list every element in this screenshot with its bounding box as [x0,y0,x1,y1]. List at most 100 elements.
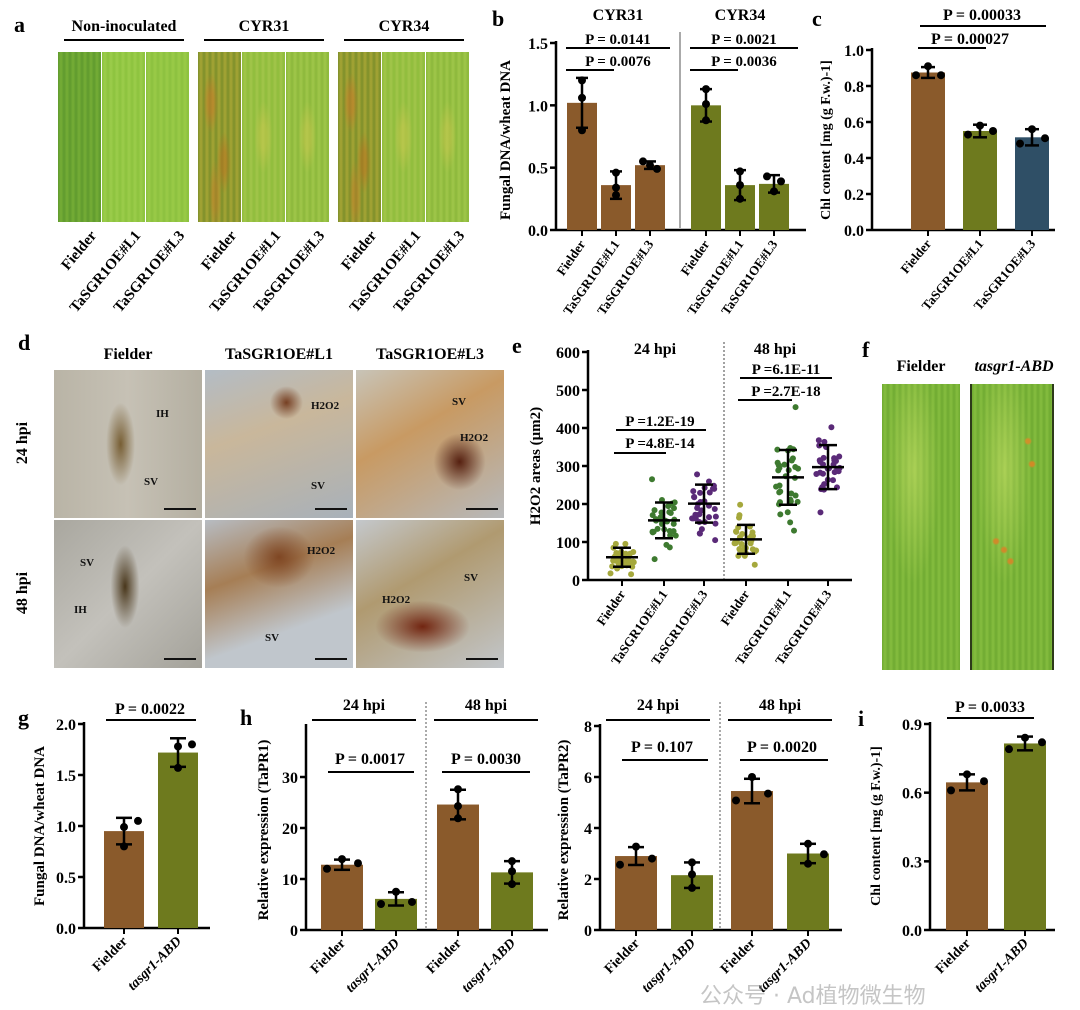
leaf-photo [198,52,241,222]
micrograph-annotation: SV [265,632,280,644]
data-point [578,93,586,102]
scatter-point [610,557,617,564]
scatter-point [706,514,713,521]
y-axis: 0 2 4 6 8 [584,719,602,940]
scatter-point [671,499,678,506]
data-point [777,177,785,186]
data-point [338,855,346,864]
y-tick-label: 0.2 [844,187,864,204]
y-tick-label: 0.8 [844,79,864,96]
data-point [804,859,812,868]
scatter-point [613,550,620,557]
x-tick-label: Fielder [933,936,974,977]
panel-label-e: e [512,333,522,358]
panel-a-group-title: CYR34 [378,18,430,35]
panel-label-a: a [14,12,25,37]
micrograph-annotation: SV [452,396,467,408]
bar [1004,743,1046,930]
leaf-photo [242,52,285,222]
y-tick-label: 0.0 [56,921,76,938]
scatter-point [694,471,701,478]
p-value-label: P = 0.0141 [585,32,651,48]
data-point [736,194,744,203]
y-tick-label: 0.3 [902,854,922,871]
watermark-text: 公众号 · Ad植物微生物 [700,984,926,1009]
panel-a-sample-label: TaSGR1OE#L1 [346,228,425,316]
y-axis: 0 100 200 300 400 500 600 [556,345,590,590]
y-axis-label: Chl content [mg (g F.w.)-1] [819,60,834,220]
y-axis: 0.0 0.5 1.0 1.5 2.0 [56,717,86,938]
data-point [976,121,984,130]
y-axis-label: Relative expression (TaPR2) [556,740,572,921]
y-tick-label: 0.5 [528,161,548,178]
y-tick-label: 1.0 [56,819,76,836]
data-point [964,130,972,139]
scatter-point [753,547,760,554]
data-point [646,161,654,170]
data-point [653,164,661,173]
scatter-point [651,507,658,514]
data-point [408,897,416,906]
scatter-point [607,570,614,577]
scatter-point [792,492,799,499]
scatter-point [649,529,656,536]
data-point [980,777,988,786]
chart-h-tapr2-expression: Relative expression (TaPR2) 0 2 4 6 8 24 hpi P … [556,697,842,996]
bar [1015,137,1049,230]
scatter-point [670,520,677,527]
scatter-point [698,526,705,533]
scatter-point [774,459,781,466]
chart-c-chlorophyll: Chl content [mg (g F.w.)-1]0.00.20.40.60… [819,7,1055,313]
scatter-point [794,498,801,505]
p-value-label: P =6.1E-11 [752,362,821,378]
p-value-label: P =1.2E-19 [625,414,694,430]
scatter-point [751,561,758,568]
y-axis-label: Chl content [mg (g F.w.)-1] [869,746,884,906]
scatter-point [690,515,697,522]
micrograph-annotation: H2O2 [307,545,336,557]
scatter-point [626,550,633,557]
scatter-point [654,525,661,532]
data-point [1041,134,1049,143]
scatter-point [706,489,713,496]
data-point [120,842,128,851]
y-tick-label: 0.4 [844,151,864,168]
y-tick-label: 500 [556,383,580,400]
data-point [688,858,696,867]
y-axis: 0.0 0.2 0.4 0.6 0.8 1.0 [844,43,874,240]
panel-label-g: g [18,705,29,730]
x-tick-label: Fielder [424,936,465,977]
leaf-photo [882,384,960,670]
data-point [508,880,516,889]
scatter-point [712,520,719,527]
data-point [688,883,696,892]
micrograph-annotation: H2O2 [382,594,411,606]
scatter-point [649,476,656,483]
scale-bar [315,658,347,660]
bar [963,131,997,230]
data-point [1028,125,1036,134]
scale-bar [164,658,196,660]
chart-g-fungal-biomass: Fungal DNA/wheat DNA 0.0 0.5 1.0 1.5 2.0 P = 0… [32,701,210,994]
scatter-point [649,512,656,519]
scatter-point [622,540,629,547]
data-point [174,763,182,772]
group-title: CYR31 [593,7,644,24]
group-title: 24 hpi [343,697,386,714]
bar [946,782,988,930]
chart-i-chlorophyll: Chl content [mg (g F.w.)-1] 0.0 0.3 0.6 0.9 P… [869,699,1055,996]
y-tick-label: 1.5 [56,768,76,785]
y-tick-label: 0 [290,923,298,940]
p-value-label: P = 0.0021 [711,32,777,48]
x-tick-label: tasgr1-ABD [972,936,1032,996]
chart-b-fungal-biomass: Fungal DNA/wheat DNA 0.0 0.5 1.0 1.5 CYR31 P =… [498,7,806,318]
scale-bar [466,508,498,510]
y-tick-label: 0.6 [902,786,922,803]
scatter-point [813,471,820,478]
panel-label-d: d [18,330,31,355]
p-value-label: P = 0.0017 [335,751,405,768]
micrograph: H2O2 SV [205,370,353,518]
panel-a-group-title: CYR31 [238,18,290,35]
data-point [578,126,586,135]
chart-h-tapr1-expression: Relative expression (TaPR1) 0 10 20 30 24 hpi… [256,697,548,996]
